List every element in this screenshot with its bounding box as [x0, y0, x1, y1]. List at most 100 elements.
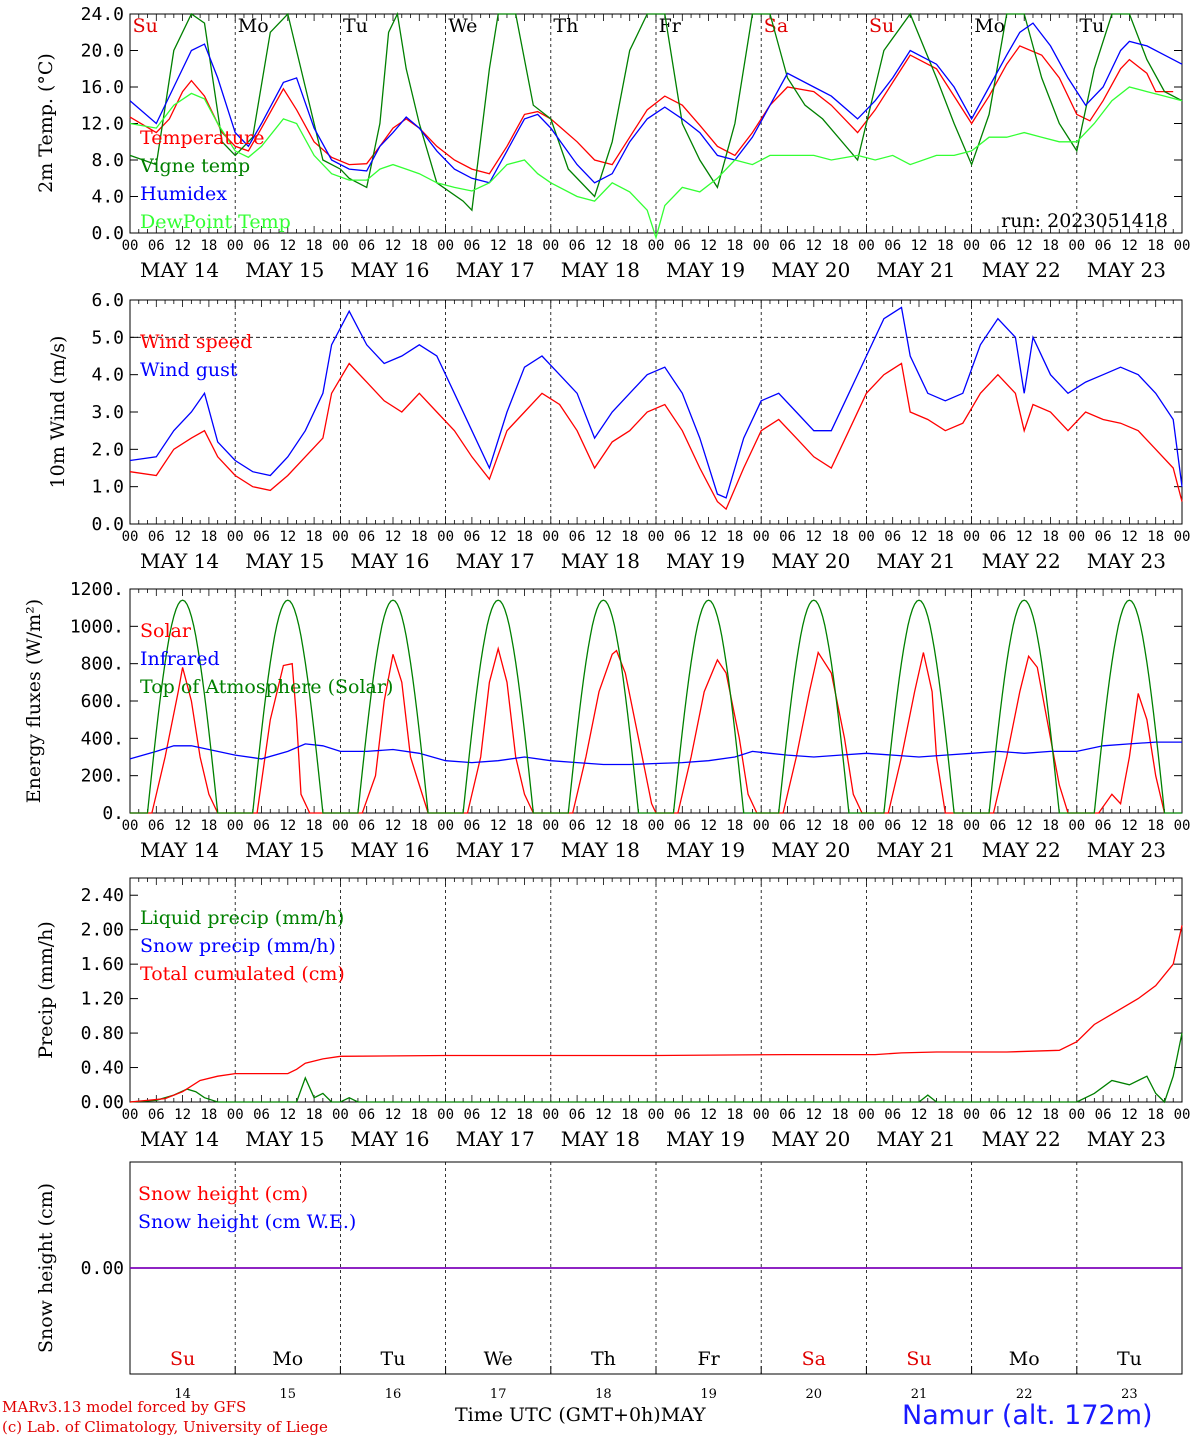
hour-tick-label: 18: [1042, 238, 1059, 254]
hour-tick-label: 00: [122, 818, 139, 834]
hour-tick-label: 06: [463, 1107, 480, 1123]
hour-tick-label: 18: [1042, 1107, 1059, 1123]
hour-tick-label: 06: [779, 818, 796, 834]
hour-tick-label: 00: [1068, 1107, 1085, 1123]
temperature-panel: 2m Temp. (°C) 0.04.08.012.016.020.024.0 …: [35, 4, 1190, 282]
day-name-top: Tu: [1079, 15, 1104, 37]
date-label: MAY 17: [456, 549, 535, 573]
day-number: 14: [174, 1387, 191, 1402]
day-number: 17: [490, 1387, 507, 1402]
hour-tick-label: 00: [963, 1107, 980, 1123]
energy-gridlines: [129, 589, 1183, 813]
ytick-label: 8.0: [91, 150, 124, 171]
hour-tick-label: 00: [648, 238, 665, 254]
energy-panel: Energy fluxes (W/m²) 0. 200. 400. 600. 800. 1…: [23, 579, 1190, 862]
lab-credit: (c) Lab. of Climatology, University of L…: [2, 1418, 328, 1436]
ytick-label: 200.: [81, 766, 124, 787]
date-label: MAY 17: [456, 258, 535, 282]
series-dewpoint-temp: [129, 86, 1183, 240]
hour-tick-label: 12: [174, 238, 191, 254]
precip-panel: Precip (mm/h) 0.00 0.40 0.80 1.20 1.60 2.00 2.…: [35, 877, 1191, 1151]
series-temperature: [129, 45, 1174, 175]
hour-tick-label: 18: [621, 529, 638, 545]
ytick-label: 1.60: [81, 954, 124, 975]
day-name-bottom: Th: [591, 1348, 616, 1370]
hour-tick-label: 00: [858, 818, 875, 834]
hour-tick-label: 12: [1121, 1107, 1138, 1123]
date-label: MAY 15: [245, 549, 324, 573]
energy-series: [129, 599, 1182, 814]
legend-humidex: Humidex: [140, 183, 227, 205]
hour-tick-label: 12: [490, 1107, 507, 1123]
hour-tick-label: 12: [385, 1107, 402, 1123]
date-label: MAY 23: [1087, 838, 1166, 862]
hour-tick-label: 00: [753, 818, 770, 834]
hour-tick-label: 18: [621, 238, 638, 254]
day-name-bottom: Fr: [697, 1348, 720, 1370]
legend-wind-gust: Wind gust: [140, 359, 238, 381]
ytick-label: 2.00: [81, 920, 124, 941]
ytick-label: 12.0: [81, 114, 124, 135]
series-top-of-atmosphere-solar-: [130, 599, 1182, 814]
hour-tick-label: 00: [542, 1107, 559, 1123]
hour-tick-label: 18: [937, 818, 954, 834]
hour-tick-label: 00: [332, 1107, 349, 1123]
ytick-label: 0.0: [91, 223, 124, 244]
temperature-ylabel: 2m Temp. (°C): [35, 53, 57, 193]
hour-tick-label: 06: [674, 818, 691, 834]
temperature-series: [129, 11, 1183, 240]
hour-tick-label: 00: [1068, 818, 1085, 834]
energy-yticks: 0. 200. 400. 600. 800. 1000. 1200.: [70, 579, 1182, 824]
series-vigne-temp: [129, 11, 1183, 212]
hour-tick-label: 00: [227, 529, 244, 545]
day-number: 22: [1016, 1387, 1033, 1402]
ytick-label: 4.0: [91, 365, 124, 386]
hour-tick-label: 12: [911, 818, 928, 834]
legend-wind-speed: Wind speed: [140, 331, 252, 353]
date-label: MAY 14: [140, 258, 219, 282]
ytick-label: 0.0: [91, 514, 124, 535]
series-wind-speed: [129, 362, 1183, 511]
date-label: MAY 20: [771, 258, 850, 282]
hour-tick-label: 00: [648, 529, 665, 545]
date-label: MAY 22: [982, 258, 1061, 282]
hour-tick-label: 18: [1042, 818, 1059, 834]
ytick-label: 600.: [81, 691, 124, 712]
day-name-top: Mo: [238, 15, 269, 37]
hour-tick-label: 18: [726, 529, 743, 545]
ytick-label: 1000.: [70, 616, 124, 637]
hour-tick-label: 18: [411, 1107, 428, 1123]
precip-legend: Liquid precip (mm/h) Snow precip (mm/h) …: [140, 907, 345, 985]
hour-tick-label: 06: [569, 238, 586, 254]
temperature-day-names: Su Mo Tu We Th Fr Sa Su Mo Tu: [133, 15, 1105, 37]
hour-tick-label: 00: [753, 238, 770, 254]
hour-tick-label: 00: [122, 1107, 139, 1123]
hour-tick-label: 12: [700, 818, 717, 834]
hour-tick-label: 00: [437, 529, 454, 545]
date-label: MAY 19: [666, 1127, 745, 1151]
date-label: MAY 16: [350, 838, 429, 862]
hour-tick-label: 18: [832, 238, 849, 254]
wind-yticks: 0.0 1.0 2.0 3.0 4.0 5.0 6.0: [91, 290, 1182, 535]
hour-tick-label: 18: [832, 818, 849, 834]
hour-tick-label: 06: [884, 238, 901, 254]
hour-tick-label: 18: [411, 818, 428, 834]
hour-tick-label: 06: [253, 238, 270, 254]
hour-tick-label: 12: [279, 818, 296, 834]
hour-tick-label: 12: [385, 529, 402, 545]
hour-tick-label: 06: [253, 529, 270, 545]
hour-tick-label: 18: [516, 1107, 533, 1123]
legend-vigne-temp: Vigne temp: [139, 155, 250, 177]
date-label: MAY 14: [140, 549, 219, 573]
hour-tick-label: 12: [1016, 1107, 1033, 1123]
ytick-label: 4.0: [91, 187, 124, 208]
day-name-top: Su: [133, 15, 158, 37]
date-label: MAY 15: [245, 1127, 324, 1151]
hour-tick-label: 00: [542, 529, 559, 545]
hour-tick-label: 00: [1174, 529, 1191, 545]
legend-dewpoint: DewPoint Temp: [140, 211, 291, 233]
hour-tick-label: 00: [122, 238, 139, 254]
